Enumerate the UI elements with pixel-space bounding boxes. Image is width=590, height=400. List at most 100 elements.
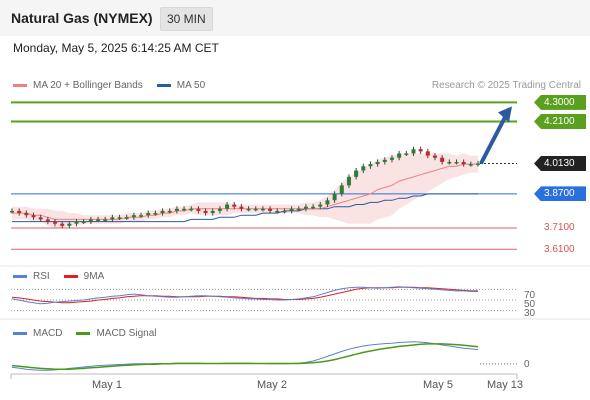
candle-body (461, 161, 466, 165)
candle-body (24, 213, 29, 216)
candle-body (476, 163, 480, 165)
candle-body (289, 208, 294, 211)
candle-body (246, 208, 251, 211)
rsi-swatch (13, 275, 27, 278)
candle-body (311, 206, 316, 209)
level-tag-resistance-2: 4.3000 (534, 94, 586, 110)
ma20-line (12, 163, 478, 220)
candle-body (153, 213, 158, 215)
candle-body (38, 217, 43, 220)
level-tag-support-2: 3.6100 (544, 243, 575, 255)
candle-body (110, 217, 115, 220)
candle-body (96, 219, 101, 221)
candle-body (182, 208, 187, 211)
candle-body (253, 208, 258, 211)
candle-body (418, 149, 423, 152)
rsi-ma-legend-label: 9MA (83, 271, 105, 282)
candle-body (268, 208, 273, 211)
rsi-ma-swatch (63, 275, 78, 278)
x-tick-may13: May 13 (487, 379, 523, 391)
projection-arrow-shaft (479, 114, 508, 165)
macd-legend-label: MACD (33, 328, 63, 339)
candle-body (318, 204, 323, 207)
legend-macd: MACD MACD Signal (13, 328, 156, 339)
instrument-title: Natural Gas (NYMEX) (11, 10, 153, 26)
copyright-label: Research © 2025 Trading Central (431, 80, 581, 91)
macd-signal-legend-label: MACD Signal (96, 328, 157, 339)
candle-body (432, 155, 437, 158)
candle-body (146, 213, 151, 216)
candle-body (74, 221, 79, 224)
level-tag-resistance-1: 4.2100 (534, 114, 586, 130)
level-tag-support-1: 3.7100 (544, 222, 575, 234)
candle-body (139, 215, 144, 217)
header-bar: Natural Gas (NYMEX) 30 MIN (0, 0, 590, 36)
bollinger-band (12, 153, 478, 228)
x-tick-may5: May 5 (423, 379, 453, 391)
candle-body (296, 208, 301, 211)
candle-body (196, 208, 201, 211)
candle-body (117, 217, 122, 219)
rsi-tick-30: 30 (524, 308, 536, 319)
candle-body (325, 200, 330, 205)
candle-body (31, 215, 36, 218)
rsi-tick-50: 50 (524, 299, 536, 310)
candle-body (282, 210, 287, 213)
rsi-line (11, 286, 478, 305)
macd-signal-line (11, 343, 479, 370)
candle-body (454, 161, 459, 164)
candle-body (81, 221, 86, 224)
candle-body (203, 210, 208, 214)
candle-body (440, 157, 445, 162)
ma50-legend-label: MA 50 (176, 80, 206, 91)
candle-body (275, 210, 280, 213)
ma50-line (12, 193, 478, 223)
candle-body (10, 210, 14, 213)
ma20-swatch (13, 84, 27, 87)
candle-body (361, 166, 366, 171)
candle-body (210, 210, 215, 214)
datetime-label: Monday, May 5, 2025 6:14:25 AM CET (13, 41, 219, 55)
legend-rsi: RSI 9MA (13, 271, 104, 282)
candle-body (167, 210, 172, 213)
candle-body (389, 157, 394, 160)
interval-button[interactable]: 30 MIN (160, 7, 213, 31)
candle-body (332, 193, 337, 201)
candle-body (397, 153, 402, 158)
legend-main: MA 20 + Bollinger Bands MA 50 (13, 80, 205, 91)
candle-body (174, 208, 179, 211)
ma50-swatch (156, 84, 171, 87)
x-tick-may2: May 2 (257, 379, 287, 391)
candle-body (354, 170, 359, 177)
candle-body (88, 219, 93, 222)
candle-body (45, 219, 50, 222)
rsi-tick-70: 70 (524, 290, 536, 301)
candle-body (346, 176, 351, 186)
candle-body (60, 223, 65, 226)
macd-swatch (13, 332, 27, 335)
candle-body (232, 204, 237, 207)
candle-body (225, 204, 230, 209)
candle-body (339, 185, 344, 194)
candle-body (67, 223, 72, 226)
level-tag-current-price: 4.0130 (534, 155, 586, 171)
candle-body (239, 206, 244, 209)
ma20-legend-label: MA 20 + Bollinger Bands (33, 80, 143, 91)
level-tag-pivot: 3.8700 (534, 186, 586, 202)
macd-tick-0: 0 (524, 359, 530, 370)
candle-body (411, 149, 416, 154)
candle-body (468, 164, 473, 166)
candle-body (375, 161, 380, 165)
candle-body (217, 208, 222, 211)
candle-body (124, 217, 129, 219)
candle-body (382, 159, 387, 162)
x-tick-may1: May 1 (92, 379, 122, 391)
candle-body (17, 210, 22, 214)
candle-body (103, 219, 108, 221)
macd-signal-swatch (76, 332, 91, 335)
candle-body (260, 208, 265, 211)
candle-body (404, 153, 409, 155)
candle-body (160, 210, 165, 214)
candle-body (189, 208, 194, 211)
